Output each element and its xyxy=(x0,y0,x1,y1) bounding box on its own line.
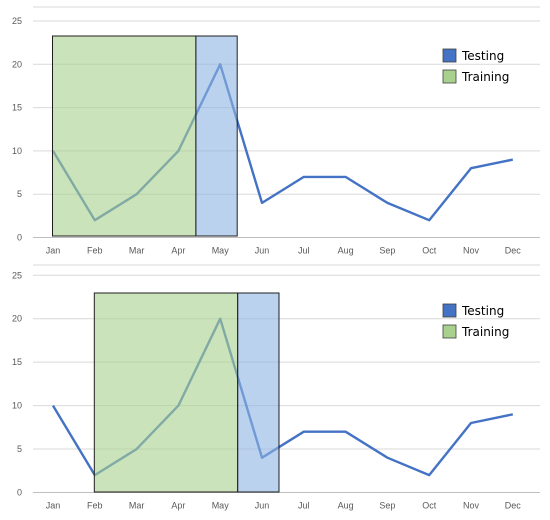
x-tick-label: Mar xyxy=(129,501,145,511)
x-tick-label: May xyxy=(212,246,230,256)
y-tick-label: 15 xyxy=(12,357,22,367)
legend: Testing Training xyxy=(442,303,509,339)
y-tick-label: 15 xyxy=(12,103,22,113)
x-tick-label: Aug xyxy=(338,501,354,511)
x-tick-label: Oct xyxy=(422,246,437,256)
legend-swatch xyxy=(442,303,457,318)
x-tick-label: Jun xyxy=(255,246,270,256)
x-tick-label: Jul xyxy=(298,246,310,256)
chart-panel-2: 0 5 10 15 20 25 Jan Feb Mar Apr May Jun Jul Aug Sep Oct… xyxy=(12,264,540,511)
legend-label: Training xyxy=(461,325,509,339)
chart-panel-1: 0 5 10 15 20 25 Jan Feb Mar Apr May Jun Jul Aug Sep Oct… xyxy=(12,6,540,256)
legend-label: Testing xyxy=(461,304,504,318)
legend-swatch xyxy=(442,324,457,339)
y-tick-label: 20 xyxy=(12,59,22,69)
x-tick-label: Oct xyxy=(422,501,437,511)
y-tick-label: 5 xyxy=(17,189,22,199)
y-tick-label: 20 xyxy=(12,314,22,324)
x-tick-label: Nov xyxy=(463,246,480,256)
testing-window xyxy=(237,292,280,493)
x-tick-label: Sep xyxy=(379,246,395,256)
y-tick-label: 0 xyxy=(17,233,22,243)
legend: Testing Training xyxy=(442,48,509,84)
y-tick-label: 25 xyxy=(12,270,22,280)
training-window xyxy=(93,292,239,493)
y-tick-label: 10 xyxy=(12,146,22,156)
testing-window xyxy=(195,35,238,237)
legend-label: Testing xyxy=(461,49,504,63)
x-tick-label: Aug xyxy=(338,246,354,256)
x-tick-label: Apr xyxy=(171,246,185,256)
x-tick-label: Jul xyxy=(298,501,310,511)
x-tick-label: Feb xyxy=(87,246,103,256)
legend-label: Training xyxy=(461,70,509,84)
x-tick-label: Dec xyxy=(505,246,522,256)
x-tick-label: Apr xyxy=(171,501,185,511)
y-tick-label: 10 xyxy=(12,401,22,411)
training-window xyxy=(52,35,197,237)
y-tick-label: 0 xyxy=(17,488,22,498)
x-tick-label: Jan xyxy=(46,246,61,256)
y-tick-label: 25 xyxy=(12,16,22,26)
legend-swatch xyxy=(442,48,457,63)
x-tick-label: Nov xyxy=(463,501,480,511)
legend-swatch xyxy=(442,69,457,84)
y-tick-label: 5 xyxy=(17,444,22,454)
x-tick-label: May xyxy=(212,501,230,511)
x-tick-label: Jan xyxy=(46,501,61,511)
x-tick-label: Mar xyxy=(129,246,145,256)
x-tick-label: Jun xyxy=(255,501,270,511)
x-tick-label: Sep xyxy=(379,501,395,511)
x-tick-label: Feb xyxy=(87,501,103,511)
x-tick-label: Dec xyxy=(505,501,522,511)
